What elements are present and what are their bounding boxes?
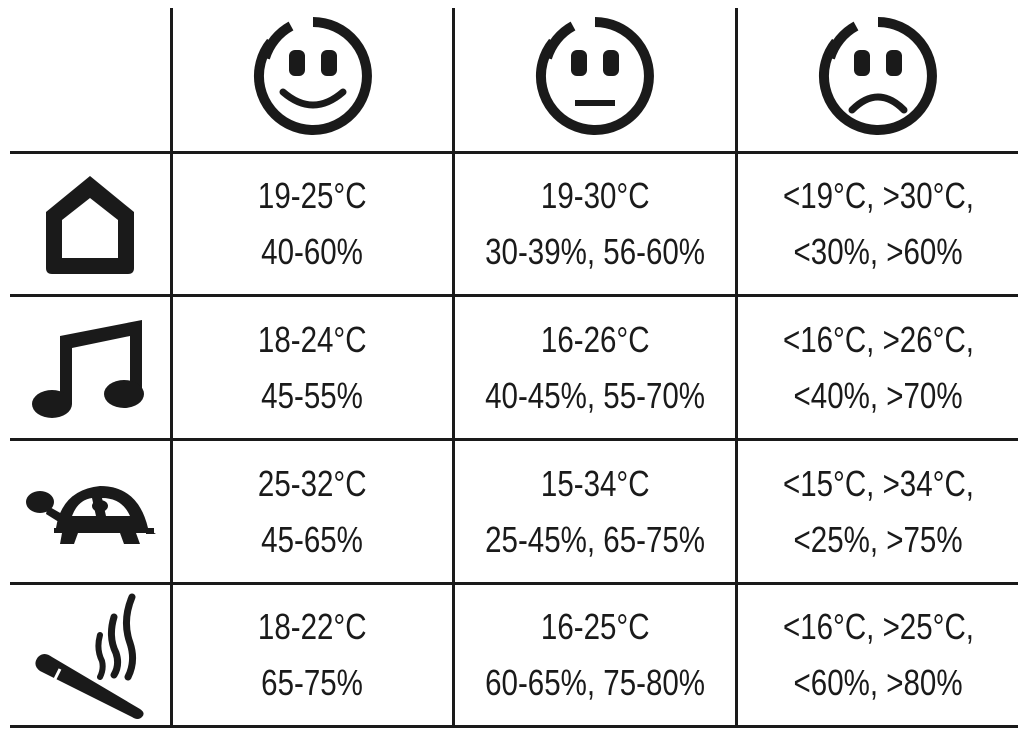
- humidity-range: <60%, >80%: [793, 662, 963, 703]
- humidity-range: 65-75%: [261, 662, 364, 703]
- sad-face-icon: [818, 16, 937, 135]
- temperature-range: <16°C, >26°C,: [782, 318, 974, 360]
- row-divider: [10, 151, 1018, 154]
- temperature-range: 16-25°C: [540, 606, 650, 647]
- humidity-range: <40%, >70%: [793, 374, 963, 416]
- temperature-range: 15-34°C: [540, 462, 650, 504]
- temperature-range: 18-24°C: [258, 318, 367, 360]
- happy-face-icon: [253, 16, 372, 135]
- humidity-range: 40-45%, 55-70%: [485, 374, 705, 416]
- humidity-range: 60-65%, 75-80%: [485, 662, 705, 703]
- row-divider: [10, 725, 1018, 728]
- humidity-range: <25%, >75%: [793, 518, 963, 560]
- header-neutral: [455, 0, 735, 151]
- column-divider: [170, 8, 173, 728]
- temperature-range: 25-32°C: [258, 462, 367, 504]
- cell-ok: 16-26°C 40-45%, 55-70%: [455, 297, 735, 438]
- cell-ok: 15-34°C 25-45%, 65-75%: [455, 441, 735, 582]
- row-divider: [10, 294, 1018, 297]
- cell-ok: 19-30°C 30-39%, 56-60%: [455, 154, 735, 294]
- cell-good: 25-32°C 45-65%: [173, 441, 452, 582]
- humidity-range: 45-55%: [261, 374, 364, 416]
- cell-good: 19-25°C 40-60%: [173, 154, 452, 294]
- temperature-range: <16°C, >25°C,: [782, 606, 974, 647]
- house-icon: [46, 176, 134, 274]
- humidity-range: 30-39%, 56-60%: [485, 231, 705, 272]
- row-icon-tobacco: [10, 585, 170, 725]
- temperature-range: 19-30°C: [540, 175, 650, 216]
- cell-good: 18-22°C 65-75%: [173, 585, 452, 725]
- temperature-range: 18-22°C: [258, 606, 367, 647]
- cell-good: 18-24°C 45-55%: [173, 297, 452, 438]
- humidity-range: <30%, >60%: [793, 231, 963, 272]
- column-divider: [735, 8, 738, 728]
- temperature-range: 19-25°C: [258, 175, 367, 216]
- column-divider: [452, 8, 455, 728]
- row-icon-home: [10, 154, 170, 294]
- header-happy: [173, 0, 452, 151]
- cigar-icon: [35, 593, 144, 719]
- temperature-range: <19°C, >30°C,: [782, 175, 974, 216]
- cell-ok: 16-25°C 60-65%, 75-80%: [455, 585, 735, 725]
- temperature-range: <15°C, >34°C,: [782, 462, 974, 504]
- row-icon-reptile: [10, 441, 170, 582]
- row-divider: [10, 438, 1018, 441]
- cell-bad: <16°C, >26°C, <40%, >70%: [738, 297, 1018, 438]
- turtle-icon: [26, 485, 156, 544]
- humidity-range: 45-65%: [261, 518, 364, 560]
- humidity-range: 40-60%: [261, 231, 364, 272]
- cell-bad: <15°C, >34°C, <25%, >75%: [738, 441, 1018, 582]
- cell-bad: <19°C, >30°C, <30%, >60%: [738, 154, 1018, 294]
- row-divider: [10, 582, 1018, 585]
- music-note-icon: [32, 319, 144, 418]
- cell-bad: <16°C, >25°C, <60%, >80%: [738, 585, 1018, 725]
- row-icon-instrument: [10, 297, 170, 438]
- neutral-face-icon: [535, 16, 654, 135]
- header-sad: [738, 0, 1018, 151]
- humidity-range: 25-45%, 65-75%: [485, 518, 705, 560]
- temperature-range: 16-26°C: [540, 318, 650, 360]
